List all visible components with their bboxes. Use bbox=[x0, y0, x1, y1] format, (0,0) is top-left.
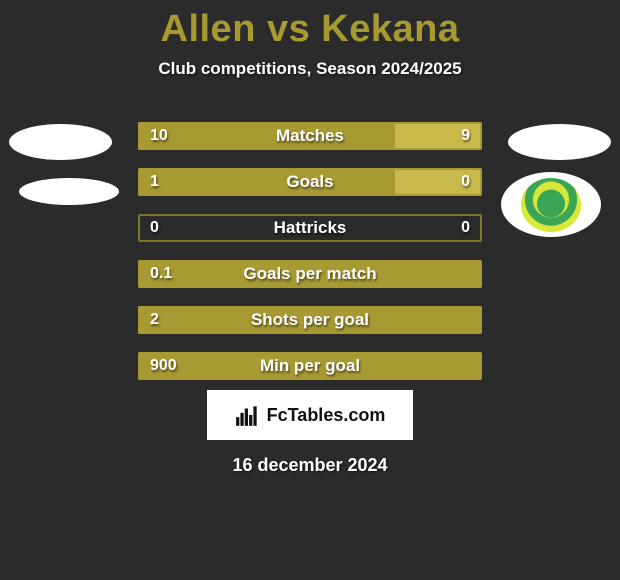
chart-date: 16 december 2024 bbox=[0, 455, 620, 476]
brand-box: FcTables.com bbox=[207, 390, 413, 440]
bar-label: Hattricks bbox=[140, 216, 480, 240]
bar-row: 1Goals0 bbox=[138, 168, 482, 196]
bar-chart-icon bbox=[235, 404, 261, 426]
bar-label: Goals bbox=[140, 170, 480, 194]
brand-text: FcTables.com bbox=[267, 405, 386, 426]
bar-label: Shots per goal bbox=[140, 308, 480, 332]
bar-label: Min per goal bbox=[140, 354, 480, 378]
bar-row: 0Hattricks0 bbox=[138, 214, 482, 242]
bar-row: 900Min per goal bbox=[138, 352, 482, 380]
club-logo-right-1 bbox=[508, 124, 611, 160]
club-logo-left-2 bbox=[19, 178, 119, 205]
bar-value-right: 9 bbox=[461, 124, 470, 148]
bar-value-right: 0 bbox=[461, 170, 470, 194]
bar-row: 0.1Goals per match bbox=[138, 260, 482, 288]
bar-row: 10Matches9 bbox=[138, 122, 482, 150]
bar-label: Matches bbox=[140, 124, 480, 148]
bar-label: Goals per match bbox=[140, 262, 480, 286]
club-logo-left-1 bbox=[9, 124, 112, 160]
page-subtitle: Club competitions, Season 2024/2025 bbox=[0, 59, 620, 79]
sundowns-emblem-icon bbox=[521, 178, 581, 232]
bar-value-right: 0 bbox=[461, 216, 470, 240]
page-title: Allen vs Kekana bbox=[0, 0, 620, 51]
bar-row: 2Shots per goal bbox=[138, 306, 482, 334]
club-logo-right-2-sundowns bbox=[501, 172, 601, 237]
bar-rows: 10Matches91Goals00Hattricks00.1Goals per… bbox=[138, 122, 482, 398]
